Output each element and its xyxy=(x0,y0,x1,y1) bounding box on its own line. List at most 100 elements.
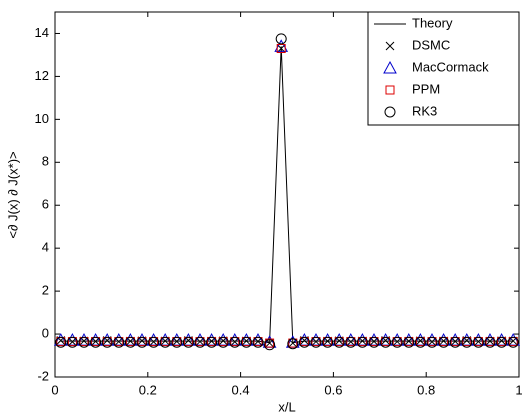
marker-circle xyxy=(159,336,171,348)
marker-circle xyxy=(229,336,241,348)
marker-triangle xyxy=(401,333,416,346)
marker-triangle xyxy=(227,333,242,346)
legend-label: Theory xyxy=(412,15,453,30)
marker-square xyxy=(265,338,275,348)
marker-circle xyxy=(484,336,496,348)
marker-triangle xyxy=(135,333,149,346)
marker-circle xyxy=(356,336,368,348)
marker-circle xyxy=(264,339,276,351)
marker-circle xyxy=(384,106,396,118)
marker-triangle xyxy=(88,333,103,346)
marker-circle xyxy=(368,336,380,348)
marker-circle xyxy=(507,336,519,348)
y-tick-label: 6 xyxy=(42,197,49,212)
marker-circle xyxy=(310,336,322,348)
y-tick-label: 0 xyxy=(42,325,49,340)
y-tick-label: -2 xyxy=(37,368,49,383)
x-tick-label: 0.8 xyxy=(417,382,435,397)
marker-triangle xyxy=(390,333,405,346)
marker-triangle xyxy=(494,333,509,346)
marker-circle xyxy=(124,336,136,348)
marker-triangle xyxy=(425,333,439,346)
y-tick-label: 10 xyxy=(35,111,49,126)
marker-circle xyxy=(275,33,287,45)
marker-triangle xyxy=(343,333,358,346)
marker-triangle xyxy=(239,333,254,346)
marker-triangle xyxy=(216,333,231,346)
marker-circle xyxy=(148,336,160,348)
x-tick-label: 0.4 xyxy=(232,382,250,397)
marker-circle xyxy=(380,336,392,348)
marker-triangle xyxy=(146,333,161,346)
marker-triangle xyxy=(297,333,312,346)
marker-square xyxy=(385,85,395,95)
marker-circle xyxy=(90,336,102,348)
marker-circle xyxy=(403,336,415,348)
legend-label: DSMC xyxy=(412,37,450,52)
marker-triangle xyxy=(332,333,347,346)
marker-triangle xyxy=(459,333,474,346)
marker-triangle xyxy=(436,333,451,346)
y-tick-label: 12 xyxy=(35,68,49,83)
y-axis-label: <∂ J(x) ∂ J(x*)> xyxy=(5,151,20,238)
marker-triangle xyxy=(483,333,497,346)
y-tick-label: 8 xyxy=(42,154,49,169)
marker-triangle xyxy=(193,333,207,346)
marker-circle xyxy=(194,336,206,348)
marker-triangle xyxy=(53,333,68,346)
marker-triangle xyxy=(355,333,370,346)
y-tick-label: 2 xyxy=(42,283,49,298)
marker-square xyxy=(276,44,286,53)
marker-triangle xyxy=(111,333,126,346)
marker-triangle xyxy=(169,333,184,346)
marker-triangle xyxy=(65,333,80,346)
marker-circle xyxy=(449,336,461,348)
marker-circle xyxy=(55,336,67,348)
x-tick-label: 0.6 xyxy=(324,382,342,397)
marker-circle xyxy=(136,336,148,348)
x-tick-label: 1 xyxy=(515,382,522,397)
marker-circle xyxy=(391,336,403,348)
marker-circle xyxy=(438,336,450,348)
y-tick-label: 14 xyxy=(35,25,49,40)
marker-circle xyxy=(298,336,310,348)
marker-triangle xyxy=(77,333,91,346)
marker-circle xyxy=(171,336,183,348)
marker-circle xyxy=(217,336,229,348)
marker-triangle xyxy=(471,333,486,346)
marker-triangle xyxy=(378,333,393,346)
marker-triangle xyxy=(383,60,397,74)
marker-triangle xyxy=(367,333,381,346)
marker-circle xyxy=(66,336,78,348)
legend-label: MacCormack xyxy=(412,59,489,74)
marker-triangle xyxy=(320,333,335,346)
marker-circle xyxy=(426,336,438,348)
marker-triangle xyxy=(448,333,463,346)
marker-circle xyxy=(287,338,299,350)
marker-circle xyxy=(240,336,252,348)
plot-area xyxy=(54,11,520,378)
marker-circle xyxy=(461,336,473,348)
marker-triangle xyxy=(274,39,289,52)
x-tick-label: 0.2 xyxy=(139,382,157,397)
marker-circle xyxy=(206,336,218,348)
marker-triangle xyxy=(413,333,428,346)
marker-circle xyxy=(345,336,357,348)
series-line xyxy=(60,46,514,344)
marker-triangle xyxy=(506,333,521,346)
marker-triangle xyxy=(100,333,115,346)
marker-triangle xyxy=(251,333,265,346)
marker-circle xyxy=(113,336,125,348)
marker-triangle xyxy=(204,333,219,346)
legend-label: RK3 xyxy=(412,103,437,118)
marker-triangle xyxy=(158,333,173,346)
legend-label: PPM xyxy=(412,81,440,96)
marker-triangle xyxy=(309,333,323,346)
marker-x xyxy=(385,41,395,51)
x-tick-label: 0 xyxy=(51,382,58,397)
y-tick-label: 4 xyxy=(42,240,49,255)
marker-circle xyxy=(333,336,345,348)
marker-circle xyxy=(472,336,484,348)
marker-triangle xyxy=(123,333,138,346)
